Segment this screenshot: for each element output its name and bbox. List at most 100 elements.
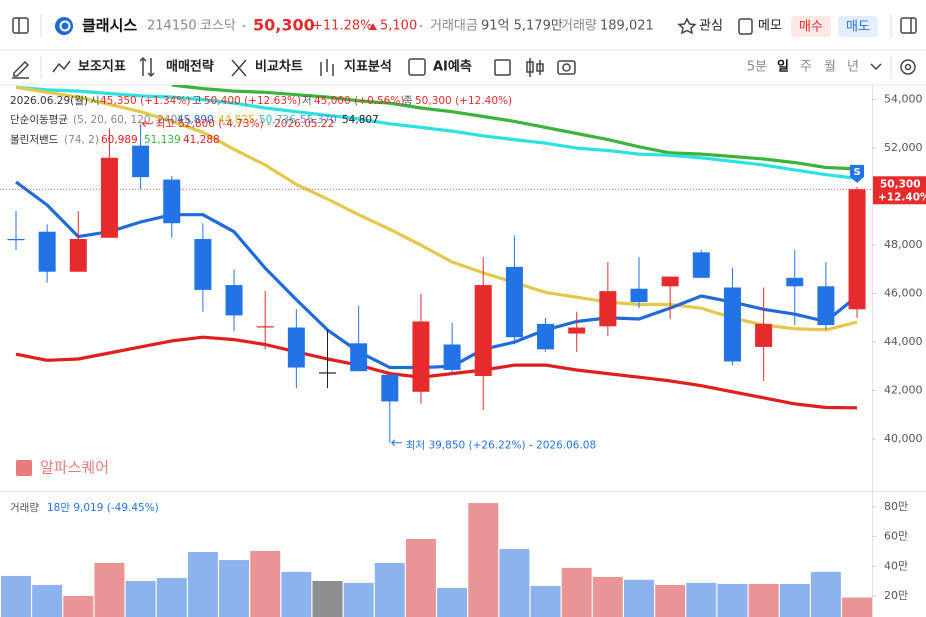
bb-value: 41,288	[183, 134, 220, 146]
volume-bar	[312, 580, 343, 617]
memo-icon[interactable]	[738, 18, 753, 35]
plot-area	[0, 85, 872, 443]
ma-value: 55,370	[300, 114, 337, 126]
watch-button[interactable]: 관심	[699, 19, 723, 34]
buy-button-bg[interactable]	[791, 16, 831, 37]
dot	[242, 24, 246, 28]
memo-button[interactable]: 메모	[758, 19, 782, 34]
candle-body	[412, 321, 430, 392]
volume-bar	[561, 567, 592, 617]
ohlc-label: 저	[302, 95, 312, 107]
chevron[interactable]	[870, 63, 882, 71]
strategy-icon[interactable]	[139, 56, 155, 78]
volume-label: 거래량	[561, 19, 597, 34]
volume-bar	[530, 585, 561, 617]
candle-body	[69, 238, 87, 272]
candle-body	[350, 343, 368, 372]
buy-button[interactable]: 매수	[799, 20, 823, 35]
y-tick-label: 54,000	[884, 93, 923, 106]
candle-icon[interactable]	[526, 58, 544, 77]
candle-body	[163, 179, 181, 224]
volume-bar	[468, 503, 499, 617]
volume-legend-label: 거래량	[10, 502, 39, 514]
layout-icon[interactable]	[12, 17, 29, 34]
toolbar-button[interactable]: AI예측	[433, 59, 472, 75]
ma-value: 44,825	[218, 114, 255, 126]
volume-bar	[63, 595, 94, 617]
volume-bar	[281, 571, 312, 617]
price: 50,300	[253, 16, 315, 35]
candle-body	[848, 189, 866, 310]
candle-body	[568, 327, 586, 334]
bb-params: (74, 2)	[64, 134, 99, 146]
ma-line	[15, 180, 859, 370]
y-tick-label: 40,000	[884, 432, 923, 445]
volume-bar	[250, 550, 281, 617]
draw-icon[interactable]	[12, 60, 30, 79]
toolbar-button[interactable]: 보조지표	[78, 60, 126, 75]
volume-bar	[405, 538, 436, 617]
ohlc-label: 고	[192, 95, 202, 107]
high-arrow	[141, 120, 153, 128]
settings-icon-core	[904, 63, 912, 71]
analysis-icon[interactable]	[320, 59, 334, 76]
volume-bar	[94, 562, 125, 617]
low-arrow	[391, 439, 402, 447]
volume-bar	[779, 583, 810, 617]
candle-body	[132, 145, 150, 178]
settings-icon[interactable]	[900, 59, 916, 75]
market: 코스닥	[200, 19, 236, 34]
volume-bar	[343, 582, 374, 617]
stock-code: 214150	[147, 19, 197, 34]
period-button[interactable]: 년	[847, 60, 859, 75]
volume-bar	[592, 576, 623, 617]
period-button[interactable]: 일	[777, 60, 789, 75]
compare-icon[interactable]	[231, 59, 247, 77]
trade-value-label: 거래대금	[430, 19, 478, 34]
candle-body	[661, 276, 679, 287]
square-icon[interactable]	[494, 59, 511, 76]
trade-value: 91억 5,179만	[481, 19, 563, 34]
y-tick-label: 48,000	[884, 238, 923, 251]
star-icon[interactable]	[677, 17, 697, 35]
indicator-icon[interactable]	[52, 60, 71, 73]
candle-body	[817, 286, 835, 326]
signal-label: S	[853, 167, 860, 178]
camera-lens	[562, 63, 571, 72]
price-tag-value: 50,300	[880, 178, 921, 190]
volume-bar	[624, 579, 654, 617]
volume-legend-value: 18만 9,019 (-49.45%)	[47, 502, 159, 514]
volume-bar	[125, 580, 156, 617]
panel-icon[interactable]	[900, 17, 917, 34]
sell-button[interactable]: 매도	[846, 20, 870, 35]
candle-body	[692, 252, 710, 278]
candle-body	[381, 374, 399, 402]
candle-body	[443, 344, 461, 370]
volume-bar	[374, 562, 405, 617]
ai-icon[interactable]	[408, 58, 426, 76]
candle-body	[38, 231, 56, 272]
stock-name: 클래시스	[82, 17, 137, 35]
candle-body	[599, 291, 617, 327]
signal-marker	[850, 164, 865, 183]
ohlc-value: 50,300 (+12.40%)	[415, 95, 512, 107]
camera-icon[interactable]	[557, 60, 576, 75]
change: 5,100	[380, 19, 417, 34]
candle-body	[256, 326, 274, 328]
price-tag	[873, 176, 926, 205]
period-button[interactable]: 월	[824, 60, 836, 75]
low-annotation: 최저 39,850 (+26.22%) - 2026.06.08	[406, 440, 596, 452]
volume-bar	[748, 583, 779, 617]
period-button[interactable]: 주	[800, 60, 812, 75]
volume-bar	[32, 584, 63, 617]
toolbar-button[interactable]: 비교차트	[255, 59, 303, 75]
toolbar-button[interactable]: 매매전략	[166, 59, 214, 75]
volume-tick-label: 20만	[884, 589, 908, 602]
bb-value: 60,989	[101, 134, 138, 146]
period-button[interactable]: 5분	[747, 60, 767, 75]
candle-body	[7, 238, 25, 241]
sell-button-bg[interactable]	[838, 16, 878, 37]
toolbar-button[interactable]: 지표분석	[344, 60, 392, 75]
watermark: 알파스퀘어	[40, 459, 109, 477]
